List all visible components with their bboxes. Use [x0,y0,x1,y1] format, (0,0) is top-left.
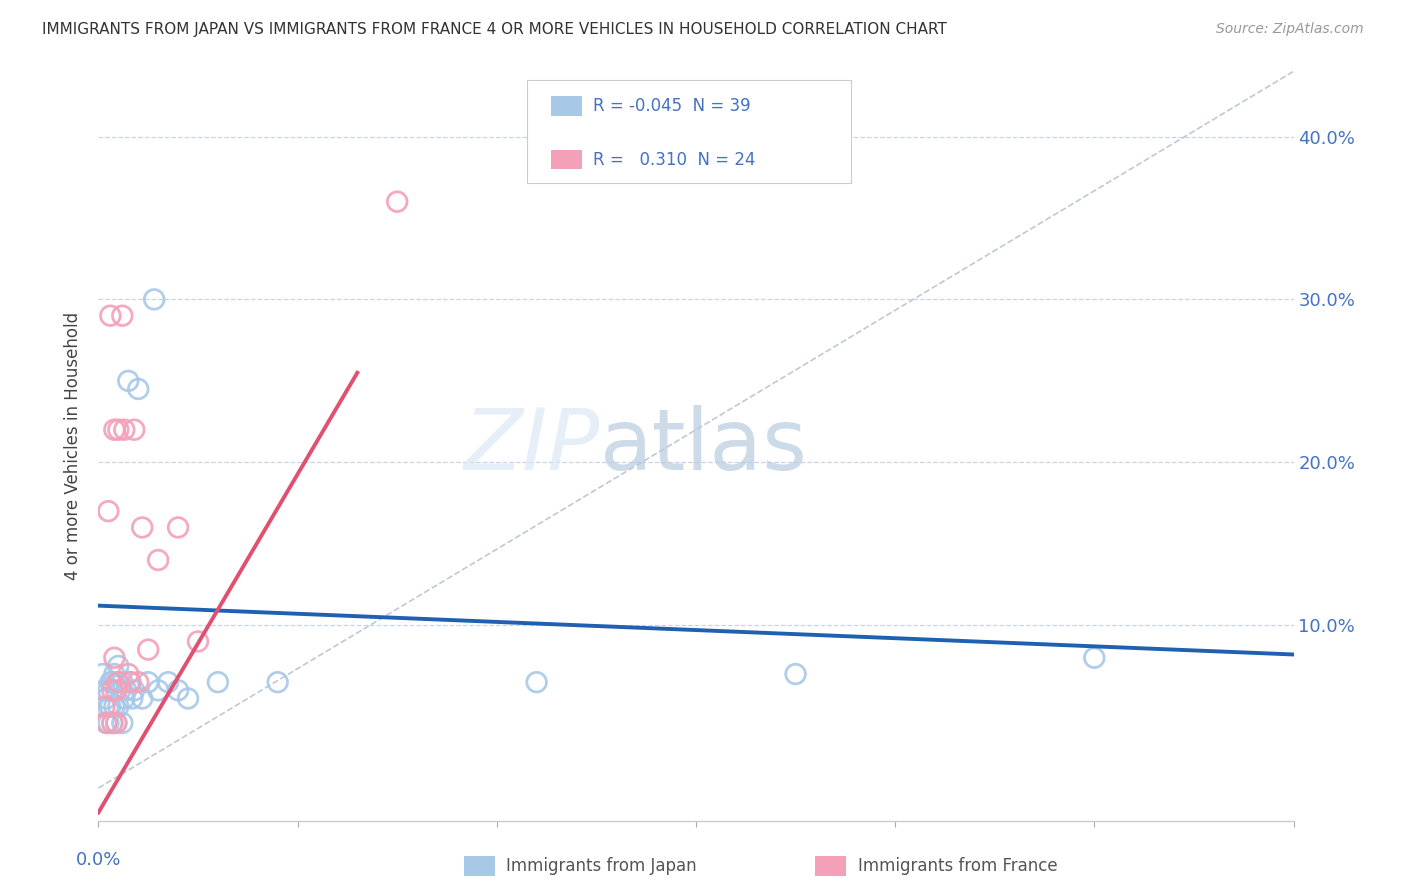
Point [91,667,114,681]
Point [101,715,124,730]
Point [96,691,118,706]
Point [117,374,139,388]
Point [110,683,132,698]
Point [121,691,143,706]
Point [97,715,120,730]
Point [112,691,135,706]
Point [103,699,125,714]
Point [111,675,134,690]
Point [143,293,166,307]
Point [157,675,180,690]
Text: Immigrants from France: Immigrants from France [858,857,1057,875]
Point [97,504,120,518]
Point [526,675,548,690]
Point [98,675,122,690]
Point [97,699,120,714]
Point [117,667,139,681]
Point [177,691,200,706]
Point [127,382,149,396]
Point [111,309,134,323]
Point [105,675,128,690]
Point [115,683,138,698]
Point [124,683,146,698]
Point [136,675,159,690]
Point [103,423,125,437]
Text: Source: ZipAtlas.com: Source: ZipAtlas.com [1216,22,1364,37]
Point [97,683,120,698]
Point [107,675,129,690]
Point [1083,650,1105,665]
Point [120,675,142,690]
Point [107,699,129,714]
Point [131,520,153,534]
Text: R = -0.045  N = 39: R = -0.045 N = 39 [593,97,751,115]
Point [167,683,190,698]
Point [105,715,128,730]
Point [93,699,115,714]
Point [785,667,807,681]
Point [148,683,170,698]
Point [96,715,118,730]
Point [101,715,124,730]
Point [103,667,125,681]
Point [105,715,128,730]
Point [148,553,170,567]
Y-axis label: 4 or more Vehicles in Household: 4 or more Vehicles in Household [65,312,83,580]
Point [105,683,128,698]
Text: R =   0.310  N = 24: R = 0.310 N = 24 [593,151,756,169]
Point [98,699,122,714]
Point [187,634,209,648]
Point [101,683,124,698]
Point [267,675,290,690]
Point [96,715,118,730]
Point [103,650,125,665]
Text: ZIP: ZIP [464,404,600,488]
Point [127,675,149,690]
Point [93,683,115,698]
Point [111,715,134,730]
Point [136,642,159,657]
Point [207,675,229,690]
Point [131,691,153,706]
Point [98,309,122,323]
Text: IMMIGRANTS FROM JAPAN VS IMMIGRANTS FROM FRANCE 4 OR MORE VEHICLES IN HOUSEHOLD : IMMIGRANTS FROM JAPAN VS IMMIGRANTS FROM… [42,22,948,37]
Point [167,520,190,534]
Point [112,423,135,437]
Point [107,423,129,437]
Text: 0.0%: 0.0% [76,851,121,869]
Text: atlas: atlas [600,404,808,488]
Point [101,675,124,690]
Point [120,675,142,690]
Text: Immigrants from Japan: Immigrants from Japan [506,857,697,875]
Point [107,659,129,673]
Point [385,194,409,209]
Point [124,423,146,437]
